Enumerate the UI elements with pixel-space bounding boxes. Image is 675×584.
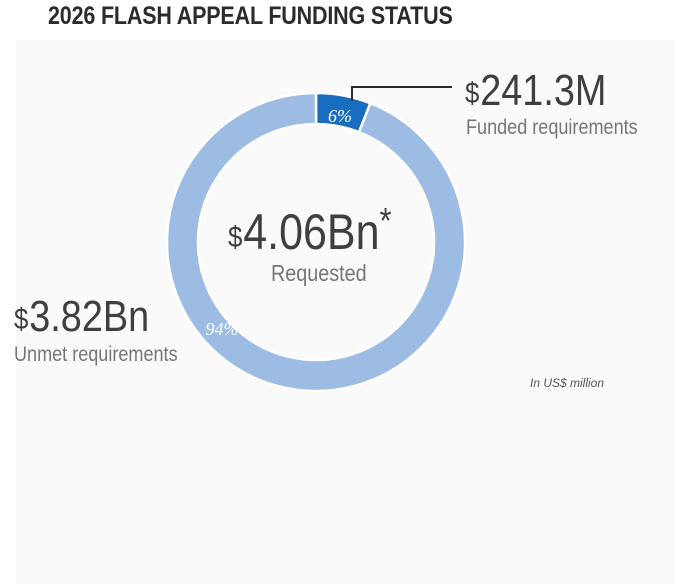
unmet-percent-label: 94% <box>206 319 239 339</box>
funded-amount: $241.3M <box>465 66 606 116</box>
center-currency: $ <box>228 221 243 254</box>
funded-percent-label: 6% <box>328 106 352 126</box>
center-label: Requested <box>271 260 367 286</box>
unmet-label: Unmet requirements <box>14 343 178 366</box>
funded-currency: $ <box>465 77 480 110</box>
funded-amount-value: 241.3M <box>480 66 607 115</box>
chart-panel <box>16 40 675 584</box>
funded-label: Funded requirements <box>466 116 638 139</box>
units-note: In US$ million <box>530 376 605 390</box>
unmet-amount: $3.82Bn <box>14 292 149 342</box>
unmet-slice <box>165 91 467 393</box>
center-amount: $4.06Bn* <box>228 200 392 261</box>
center-amount-value: 4.06Bn <box>243 204 380 260</box>
unmet-currency: $ <box>14 303 29 336</box>
chart-title: 2026 FLASH APPEAL FUNDING STATUS <box>48 2 453 30</box>
unmet-amount-value: 3.82Bn <box>29 292 150 341</box>
center-asterisk: * <box>379 200 392 241</box>
